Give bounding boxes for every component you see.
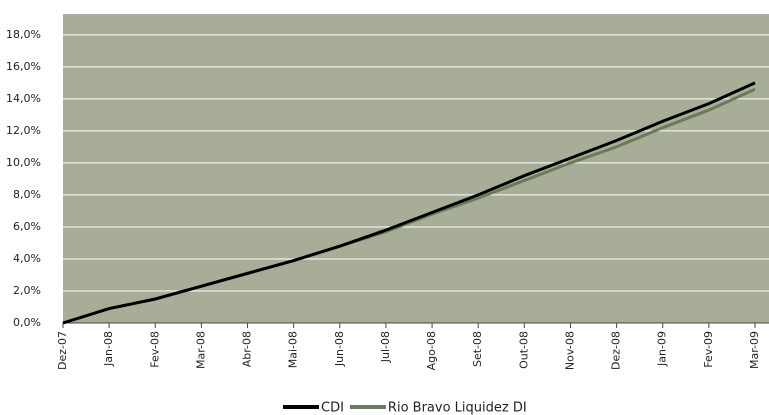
x-tick-label: Jul-08 — [379, 331, 392, 363]
y-tick-label: 18,0% — [6, 28, 41, 41]
y-tick-label: 6,0% — [13, 220, 41, 233]
x-tick-label: Mar-08 — [194, 331, 207, 369]
x-tick-label: Jan-08 — [102, 331, 115, 367]
legend-label: Rio Bravo Liquidez DI — [388, 401, 527, 415]
x-tick-label: Out-08 — [517, 331, 530, 369]
y-tick-label: 14,0% — [6, 92, 41, 105]
legend: CDI Rio Bravo Liquidez DI — [283, 401, 527, 415]
y-tick-label: 10,0% — [6, 156, 41, 169]
y-tick-label: 16,0% — [6, 60, 41, 73]
x-tick-label: Abr-08 — [241, 331, 254, 367]
y-tick-label: 0,0% — [13, 316, 41, 329]
y-tick-label: 4,0% — [13, 252, 41, 265]
x-tick-label: Fev-08 — [148, 331, 161, 368]
x-tick-label: Jun-08 — [333, 331, 346, 367]
y-tick-label: 8,0% — [13, 188, 41, 201]
x-tick-label: Set-08 — [471, 331, 484, 367]
x-tick-label: Jan-09 — [656, 331, 669, 367]
plot-area — [63, 14, 769, 323]
x-tick-label: Ago-08 — [425, 331, 438, 370]
legend-label: CDI — [321, 401, 344, 415]
y-tick-label: 2,0% — [13, 284, 41, 297]
series-line — [62, 81, 756, 325]
x-tick-label: Nov-08 — [563, 331, 576, 370]
x-tick-label: Mar-09 — [748, 331, 761, 369]
x-tick-label: Mai-08 — [287, 331, 300, 368]
y-tick-label: 12,0% — [6, 124, 41, 137]
x-tick-label: Dez-08 — [610, 331, 623, 370]
x-tick-label: Fev-09 — [702, 331, 715, 368]
x-tick-label: Dez-07 — [56, 331, 69, 370]
